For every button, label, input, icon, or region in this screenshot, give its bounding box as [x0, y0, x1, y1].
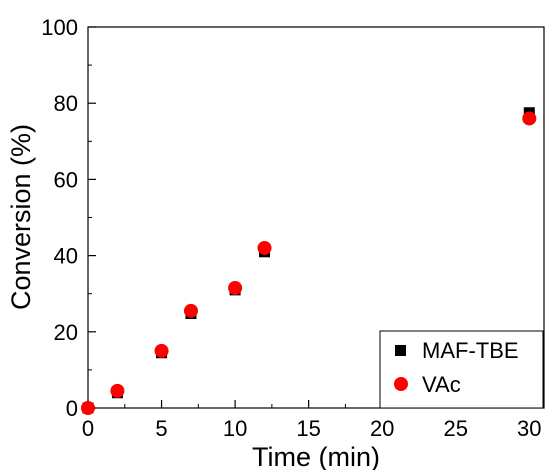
- data-point-vac: [228, 280, 243, 295]
- x-tick-label: 5: [155, 416, 167, 441]
- data-point-vac: [522, 111, 537, 126]
- data-point-vac: [257, 240, 272, 255]
- y-axis-label: Conversion (%): [6, 124, 36, 310]
- legend: MAF-TBE VAc: [379, 330, 544, 409]
- x-tick-label: 0: [82, 416, 94, 441]
- legend-box: [379, 330, 544, 409]
- x-tick-label: 10: [223, 416, 247, 441]
- data-point-vac: [81, 401, 95, 415]
- y-tick-label: 60: [54, 167, 78, 192]
- legend-marker-maf-tbe: [395, 345, 406, 356]
- x-tick-label: 25: [443, 416, 467, 441]
- legend-marker-vac: [394, 377, 408, 391]
- x-tick-label: 30: [517, 416, 541, 441]
- y-tick-label: 0: [66, 396, 78, 421]
- y-tick-label: 20: [54, 320, 78, 345]
- y-tick-label: 100: [41, 15, 78, 40]
- x-axis-label: Time (min): [252, 442, 380, 470]
- y-tick-label: 40: [54, 244, 78, 269]
- x-tick-label: 15: [296, 416, 320, 441]
- legend-label-maf-tbe: MAF-TBE: [422, 338, 519, 363]
- data-point-vac: [154, 343, 169, 358]
- y-axis-ticks: 0 20 40 60 80 100: [41, 15, 96, 421]
- x-tick-label: 20: [370, 416, 394, 441]
- data-point-vac: [110, 383, 125, 398]
- y-tick-label: 80: [54, 91, 78, 116]
- series-layer: [81, 107, 537, 415]
- data-point-vac: [183, 303, 198, 318]
- legend-label-vac: VAc: [422, 372, 461, 397]
